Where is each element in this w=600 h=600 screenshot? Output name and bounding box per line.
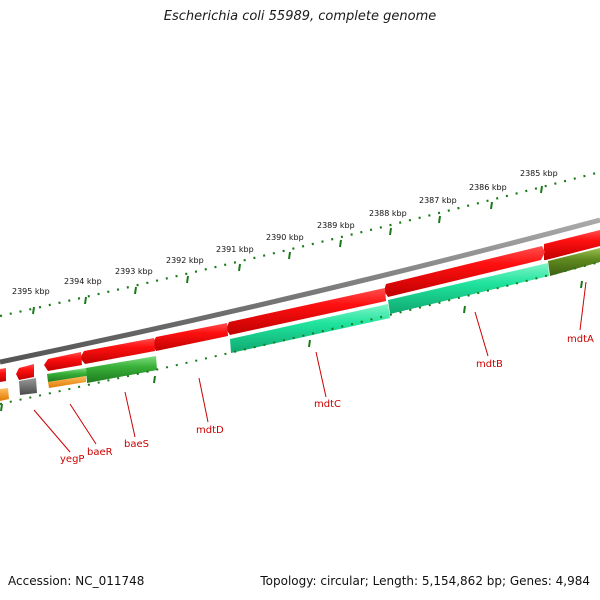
gene-leader-line-baeS (124, 391, 136, 438)
ruler-label: 2394 kbp (64, 277, 102, 286)
ruler-major-tick (84, 296, 87, 305)
ruler-major-tick (288, 251, 291, 260)
gene-block-green-2[interactable] (47, 368, 87, 382)
ruler-major-tick (134, 286, 137, 295)
ruler-label: 2388 kbp (369, 209, 407, 218)
ruler-major-tick (540, 185, 543, 194)
gene-arrow-mdtD[interactable] (152, 323, 228, 351)
accession-text: Accession: NC_011748 (8, 574, 145, 588)
ruler-label: 2392 kbp (166, 256, 204, 265)
inner-track-ticks (0, 280, 583, 412)
ruler-major-tick (490, 201, 493, 210)
ruler-major-tick (186, 275, 189, 284)
gene-label-mdtD[interactable]: mdtD (196, 425, 224, 436)
gene-leader-line-baeR (69, 403, 97, 445)
gene-block-teal-1[interactable] (388, 263, 549, 314)
gene-arrow-baeS[interactable] (80, 338, 155, 364)
ruler-major-tick (389, 227, 392, 236)
ruler-major-tick (438, 215, 441, 224)
gene-leader-line-mdtC (315, 351, 327, 398)
inner-major-tick (580, 280, 583, 289)
gene-label-baeS[interactable]: baeS (124, 439, 149, 450)
inner-major-tick (153, 375, 156, 384)
gene-block-gray[interactable] (19, 378, 37, 395)
ruler-label: 2385 kbp (520, 169, 558, 178)
gene-label-mdtC[interactable]: mdtC (314, 399, 341, 410)
gene-label-yegP[interactable]: yegP (60, 454, 84, 465)
ruler-dotted-arc (0, 170, 600, 318)
ruler-label: 2390 kbp (266, 233, 304, 242)
gene-arrow-baeR[interactable] (44, 352, 82, 371)
ruler-major-tick (32, 306, 35, 315)
gene-arrow-yegP[interactable] (16, 364, 34, 380)
ruler-label: 2386 kbp (469, 183, 507, 192)
gene-label-mdtA[interactable]: mdtA (567, 334, 594, 345)
ruler-label: 2389 kbp (317, 221, 355, 230)
gene-block-green[interactable] (86, 356, 157, 383)
gene-arrow-mdtA[interactable] (544, 230, 600, 260)
gene-leader-line-yegP (33, 409, 71, 453)
ruler-label: 2387 kbp (419, 196, 457, 205)
map-title: Escherichia coli 55989, complete genome (163, 9, 437, 24)
inner-major-tick (0, 403, 3, 412)
genome-backbone (0, 217, 600, 365)
gene-leader-line-mdtB (474, 311, 489, 357)
gene-block-orange[interactable] (48, 376, 86, 388)
ruler-label: 2391 kbp (216, 245, 254, 254)
gene-label-mdtB[interactable]: mdtB (476, 359, 503, 370)
ruler-major-tick (238, 263, 241, 272)
gene-block-orange-edge[interactable] (0, 388, 9, 401)
gene-leader-line-mdtA (579, 281, 587, 331)
genome-summary-text: Topology: circular; Length: 5,154,862 bp… (260, 574, 590, 588)
ruler-label: 2395 kbp (12, 287, 50, 296)
inner-major-tick (308, 339, 311, 348)
gene-arrow-mdtC[interactable] (226, 288, 386, 335)
ruler-major-tick (339, 239, 342, 248)
inner-major-tick (463, 305, 466, 314)
gene-block-olive[interactable] (548, 248, 600, 276)
reverse-strand-track (0, 248, 600, 401)
gene-arrow-mdtB[interactable] (384, 246, 545, 297)
gene-block-teal-2[interactable] (230, 304, 390, 353)
gene-arrow-edge[interactable] (0, 368, 6, 382)
coordinate-ruler: 2385 kbp 2386 kbp 2387 kbp 2388 kbp 2389 kbp… (0, 169, 600, 318)
gene-label-baeR[interactable]: baeR (87, 447, 113, 458)
forward-strand-track (0, 230, 600, 382)
ruler-label: 2393 kbp (115, 267, 153, 276)
gene-leader-line-mdtD (198, 377, 209, 423)
